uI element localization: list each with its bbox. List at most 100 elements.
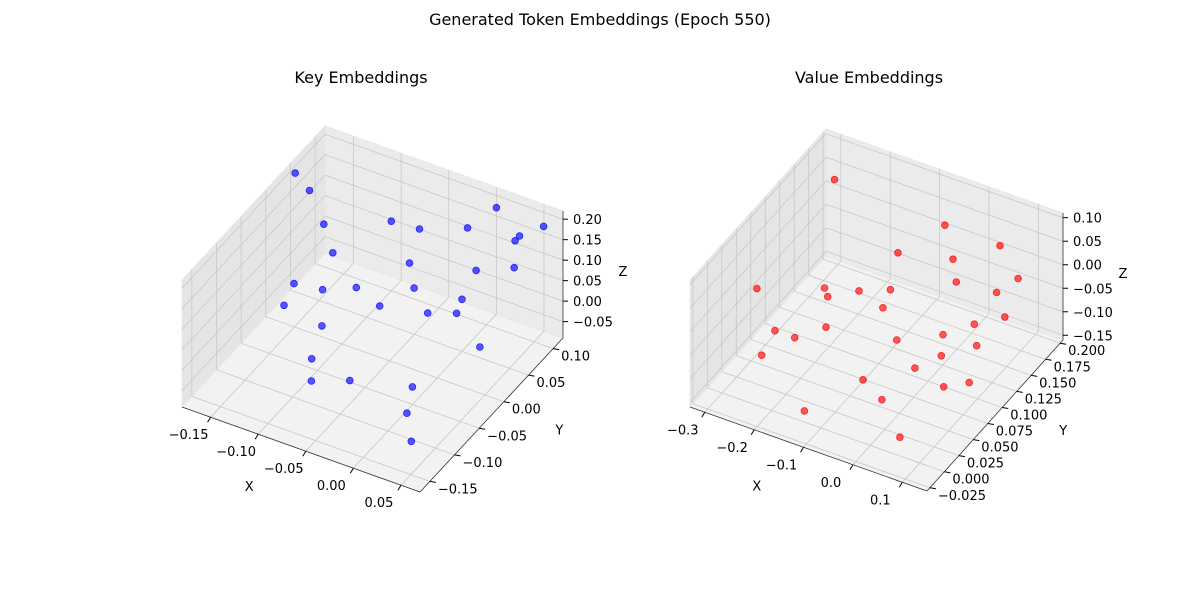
value-data-point xyxy=(830,175,839,184)
value-grid-y xyxy=(822,258,1061,344)
value-z-tick-label: −0.10 xyxy=(1073,306,1113,321)
key-grid-z xyxy=(181,174,326,330)
key-z-tick-label: 0.10 xyxy=(573,254,602,269)
value-x-tick-label: −0.2 xyxy=(716,441,748,456)
value-y-axis-line xyxy=(926,339,1064,492)
value-grid-z xyxy=(689,133,827,285)
value-grid-y xyxy=(779,307,1017,392)
key-data-point xyxy=(423,309,432,317)
key-x-tick xyxy=(349,467,354,474)
key-grid-y xyxy=(315,263,554,349)
value-y-tick xyxy=(944,471,951,474)
value-grid-z xyxy=(689,227,827,380)
key-x-tick-label: −0.05 xyxy=(264,462,304,477)
value-data-point xyxy=(879,303,887,312)
value-data-point xyxy=(896,433,904,442)
key-y-tick-label: 0.10 xyxy=(561,350,590,365)
value-data-point xyxy=(940,221,949,230)
value-x-tick xyxy=(701,411,706,418)
value-grid-x xyxy=(852,313,990,466)
value-data-point xyxy=(939,382,948,391)
key-grid-z xyxy=(181,154,326,309)
key-data-point xyxy=(405,259,414,267)
key-grid-z xyxy=(324,174,564,261)
key-x-tick-label: 0.00 xyxy=(317,479,346,494)
key-grid-z xyxy=(324,215,564,302)
value-y-tick-label: 0.100 xyxy=(1010,408,1047,423)
key-data-point xyxy=(510,263,519,272)
key-data-point xyxy=(515,232,524,240)
key-data-point xyxy=(307,377,316,385)
value-data-point xyxy=(822,323,830,332)
value-data-point xyxy=(753,284,761,293)
value-y-axis-label: Y xyxy=(1058,424,1067,439)
key-data-point xyxy=(375,302,384,310)
value-grid-z xyxy=(689,203,827,356)
value-y-tick-label: 0.050 xyxy=(981,441,1018,456)
value-data-point xyxy=(757,351,766,360)
key-x-tick xyxy=(302,450,307,457)
key-grid-x xyxy=(400,330,545,486)
key-data-point xyxy=(305,186,314,195)
value-z-tick-label: −0.15 xyxy=(1073,329,1113,344)
key-side-pane xyxy=(181,124,326,409)
value-grid-x xyxy=(803,295,940,448)
value-data-point xyxy=(859,375,867,384)
value-y-tick-label: 0.075 xyxy=(996,425,1033,440)
key-y-axis-line xyxy=(419,337,564,493)
key-data-point xyxy=(345,376,354,385)
value-data-point xyxy=(911,364,919,372)
value-grid-z xyxy=(689,156,827,309)
value-grid-y xyxy=(808,274,1046,360)
value-y-tick-label: 0.000 xyxy=(952,473,989,488)
key-x-axis-line xyxy=(181,406,421,493)
value-x-tick xyxy=(898,481,903,488)
value-grid-z xyxy=(825,133,1064,219)
key-grid-z xyxy=(181,133,326,289)
key-z-tick-label: 0.20 xyxy=(573,213,602,228)
value-y-tick-label: 0.200 xyxy=(1068,344,1105,359)
value-y-tick xyxy=(973,439,980,442)
key-x-tick-label: −0.15 xyxy=(169,428,209,443)
key-grid-x xyxy=(353,313,497,469)
value-grid-y xyxy=(794,290,1032,376)
figure-suptitle: Generated Token Embeddings (Epoch 550) xyxy=(429,10,771,29)
key-data-point xyxy=(463,224,472,232)
value-data-point xyxy=(878,395,886,404)
key-grid-y xyxy=(191,396,430,482)
key-x-tick-label: 0.05 xyxy=(364,496,393,511)
key-y-tick-label: −0.05 xyxy=(487,429,527,444)
value-data-point xyxy=(1014,274,1022,283)
key-x-tick xyxy=(254,433,259,440)
value-grid-z xyxy=(689,251,827,403)
value-data-point xyxy=(800,407,809,415)
value-z-tick-label: 0.10 xyxy=(1073,212,1102,227)
value-data-point xyxy=(972,341,981,350)
value-grid-x xyxy=(704,260,842,413)
value-y-tick xyxy=(1016,390,1023,393)
value-z-tick-label: 0.00 xyxy=(1073,259,1102,274)
key-data-point xyxy=(318,322,326,330)
key-data-point xyxy=(403,409,411,418)
key-grid-y xyxy=(241,342,480,429)
value-grid-z xyxy=(825,227,1064,313)
key-embeddings-plot: Key Embeddings −0.15 −0.10 −0.05 0.00 0.05 −0.… xyxy=(169,68,628,511)
value-data-point xyxy=(855,287,863,295)
value-grid-y xyxy=(750,339,988,424)
key-data-point xyxy=(407,437,416,446)
value-z-tick-label: 0.05 xyxy=(1073,235,1102,250)
value-y-tick xyxy=(1060,342,1067,345)
key-data-point xyxy=(387,217,396,226)
value-data-point xyxy=(996,241,1004,250)
key-data-point xyxy=(291,169,300,177)
key-z-axis-label: Z xyxy=(619,265,628,280)
key-grid-z xyxy=(324,133,564,220)
value-grid-z xyxy=(825,203,1064,289)
value-data-point xyxy=(937,351,946,360)
key-grid-x xyxy=(210,262,354,418)
key-grid-y xyxy=(290,289,529,376)
key-grid-x xyxy=(305,296,450,452)
key-y-tick xyxy=(503,401,510,404)
key-y-tick xyxy=(454,454,461,457)
